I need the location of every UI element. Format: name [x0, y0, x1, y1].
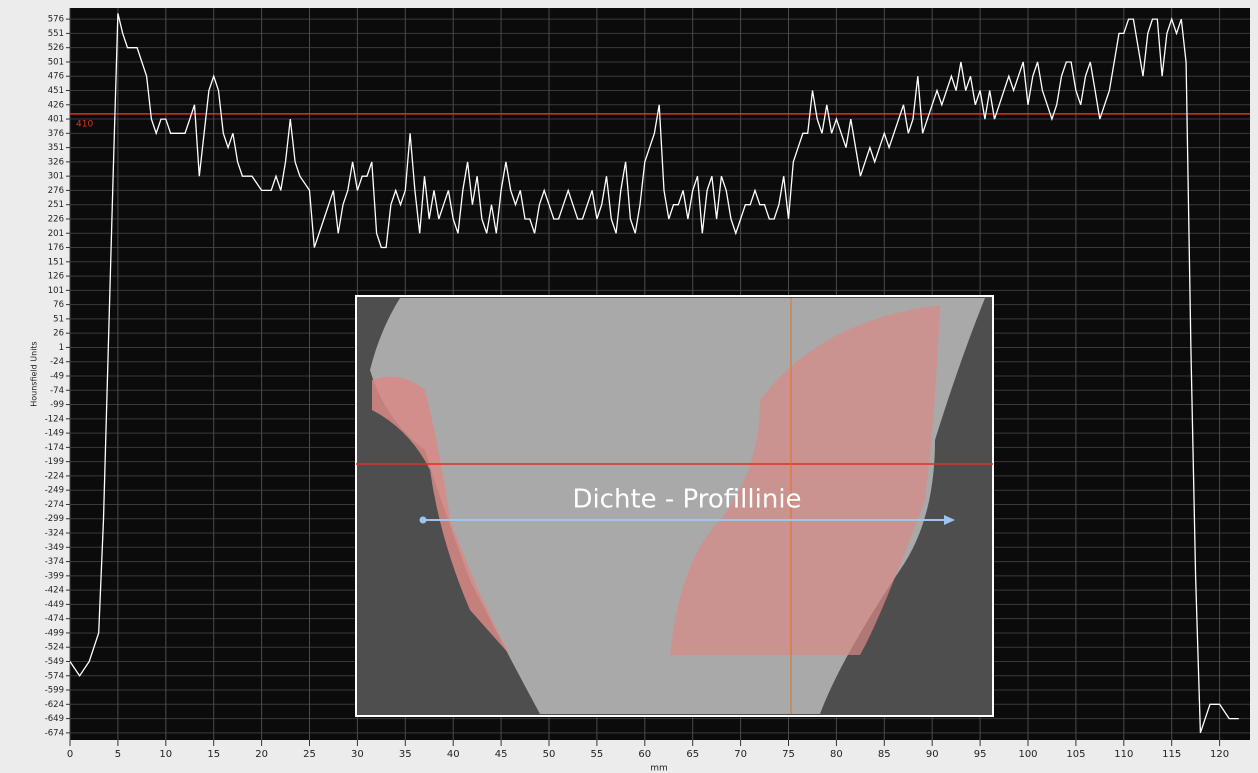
y-tick-label: -524 [45, 643, 64, 653]
density-area [670, 305, 940, 655]
y-tick-label: 176 [48, 243, 64, 253]
x-tick-label: 120 [1210, 749, 1229, 760]
y-tick-label: -199 [45, 457, 64, 467]
x-tick-label: 110 [1114, 749, 1133, 760]
y-tick-label: 351 [48, 143, 64, 153]
y-tick-label: -374 [45, 557, 64, 567]
arrow-head [944, 515, 955, 525]
x-tick-label: 10 [159, 749, 172, 760]
y-tick-label: -624 [45, 700, 64, 710]
x-tick-label: 100 [1018, 749, 1037, 760]
y-tick-label: 251 [48, 200, 64, 210]
x-tick-label: 50 [543, 749, 556, 760]
y-axis-title: Hounsfield Units [30, 341, 39, 406]
y-tick-label: -274 [45, 500, 64, 510]
y-tick-label: -299 [45, 514, 64, 524]
y-tick-label: 476 [48, 72, 64, 82]
y-tick-label: 301 [48, 172, 64, 182]
y-tick-label: -24 [50, 357, 64, 367]
y-tick-label: -224 [45, 471, 64, 481]
x-tick-label: 80 [830, 749, 843, 760]
x-tick-label: 45 [495, 749, 508, 760]
y-tick-label: 51 [53, 314, 64, 324]
y-tick-label: 451 [48, 86, 64, 96]
y-tick-label: 101 [48, 286, 64, 296]
y-tick-label: -499 [45, 628, 64, 638]
y-tick-label: -449 [45, 600, 64, 610]
y-tick-label: -574 [45, 671, 64, 681]
y-tick-label: -174 [45, 443, 64, 453]
x-tick-label: 70 [734, 749, 747, 760]
y-tick-label: 551 [48, 29, 64, 39]
x-tick-label: 0 [67, 749, 73, 760]
threshold-label: 410 [76, 119, 93, 129]
y-tick-label: 26 [53, 329, 64, 339]
x-tick-label: 40 [447, 749, 460, 760]
x-tick-label: 5 [115, 749, 121, 760]
x-tick-label: 65 [686, 749, 699, 760]
data-layer: 410 [69, 13, 1250, 734]
y-tick-label: 276 [48, 186, 64, 196]
x-tick-label: 15 [207, 749, 220, 760]
x-tick-label: 75 [782, 749, 795, 760]
y-tick-label: -674 [45, 728, 64, 738]
y-tick-label: 201 [48, 229, 64, 239]
density-area [372, 376, 510, 655]
y-tick-label: 426 [48, 100, 64, 110]
y-tick-label: -549 [45, 657, 64, 667]
y-tick-label: -599 [45, 686, 64, 696]
y-tick-label: -649 [45, 714, 64, 724]
inset: Dichte - Profillinie [355, 295, 994, 717]
arrow-start [419, 516, 427, 524]
y-tick-label: 376 [48, 129, 64, 139]
y-tick-label: 576 [48, 15, 64, 25]
y-tick-label: 126 [48, 272, 64, 282]
x-axis-title: mm [650, 764, 668, 773]
x-tick-label: 35 [399, 749, 412, 760]
profile-line [69, 13, 1239, 734]
x-tick-label: 115 [1162, 749, 1181, 760]
y-tick-label: 326 [48, 157, 64, 167]
x-tick-label: 30 [351, 749, 364, 760]
y-tick-label: -324 [45, 529, 64, 539]
x-tick-label: 105 [1066, 749, 1085, 760]
y-tick-label: 151 [48, 257, 64, 267]
x-tick-label: 60 [638, 749, 651, 760]
y-tick-label: -49 [50, 371, 64, 381]
y-tick-label: -424 [45, 586, 64, 596]
y-tick-label: -399 [45, 571, 64, 581]
y-tick-label: 401 [48, 115, 64, 125]
y-tick-label: 226 [48, 214, 64, 224]
x-tick-label: 95 [974, 749, 987, 760]
y-tick-label: -349 [45, 543, 64, 553]
y-tick-label: -99 [50, 400, 64, 410]
y-tick-label: -249 [45, 486, 64, 496]
y-tick-label: -124 [45, 414, 64, 424]
inset-label: Dichte - Profillinie [572, 485, 801, 515]
y-tick-label: 526 [48, 43, 64, 53]
x-tick-label: 25 [303, 749, 316, 760]
y-tick-label: 76 [53, 300, 64, 310]
y-tick-label: -149 [45, 429, 64, 439]
y-tick-label: -74 [50, 386, 64, 396]
x-tick-label: 55 [591, 749, 604, 760]
x-tick-label: 90 [926, 749, 939, 760]
y-tick-label: -474 [45, 614, 64, 624]
y-tick-label: 1 [59, 343, 64, 353]
x-tick-label: 85 [878, 749, 891, 760]
x-tick-label: 20 [255, 749, 268, 760]
y-tick-label: 501 [48, 57, 64, 67]
